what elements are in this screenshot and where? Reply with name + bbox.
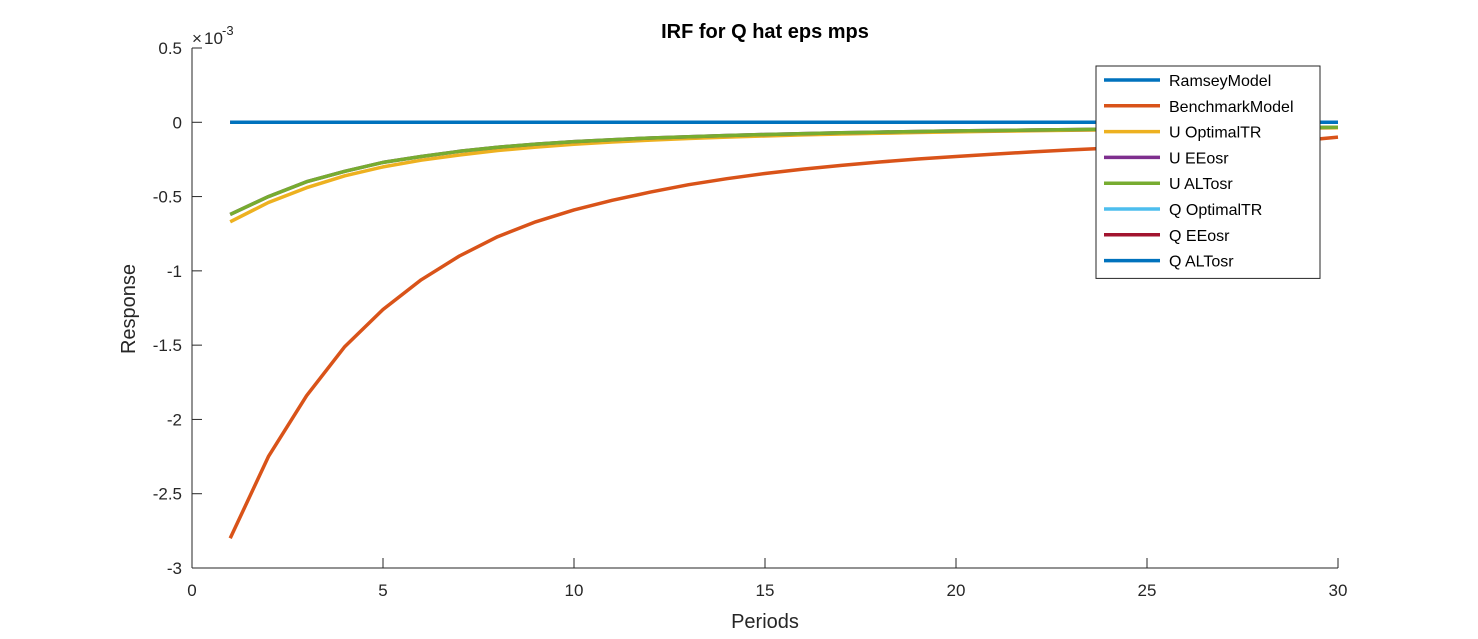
y-tick-label: -0.5 [153,188,182,207]
legend: RamseyModel BenchmarkModel U OptimalTR U EE… [1095,65,1321,279]
y-tick-label: -2 [167,410,182,429]
x-tick-label: 30 [1329,581,1348,600]
x-tick-label: 15 [756,581,775,600]
legend-entry-label: Q OptimalTR [1169,202,1262,219]
y-exponent-power: -3 [222,23,234,38]
y-exponent-base: 10 [204,29,223,48]
y-tick-label: 0.5 [158,39,182,58]
chart-title: IRF for Q hat eps mps [661,21,869,43]
x-tick-label: 20 [947,581,966,600]
x-tick-label: 10 [565,581,584,600]
x-tick-label: 0 [187,581,196,600]
legend-entry-label: Q EEosr [1169,228,1230,245]
x-tick-label: 25 [1138,581,1157,600]
legend-entry-label: U EEosr [1169,150,1229,167]
y-exponent-label: × 10 -3 [192,23,234,48]
y-tick-label: -1.5 [153,336,182,355]
x-tick-label: 5 [378,581,387,600]
y-tick-label: -2.5 [153,485,182,504]
y-exponent-multiplier: × [192,29,202,48]
y-axis-label: Response [118,264,140,354]
y-tick-label: -3 [167,559,182,578]
y-tick-label: 0 [173,113,182,132]
legend-entry-label: Q ALTosr [1169,254,1234,271]
y-tick-label: -1 [167,262,182,281]
legend-entry-label: BenchmarkModel [1169,99,1294,116]
x-axis-label: Periods [731,611,799,633]
legend-entry-label: U OptimalTR [1169,125,1261,142]
legend-entry-label: U ALTosr [1169,176,1233,193]
legend-box [1095,65,1321,279]
legend-entry-label: RamseyModel [1169,73,1271,90]
